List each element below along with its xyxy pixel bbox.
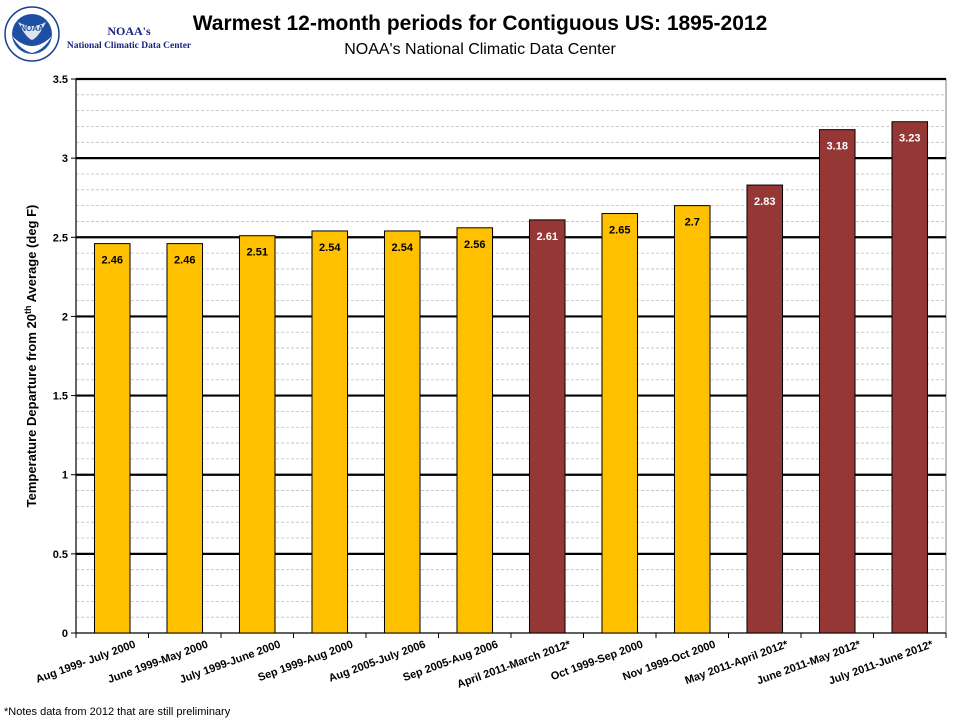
logo-title: NOAA's <box>107 24 151 38</box>
data-label-1: 2.46 <box>102 255 123 267</box>
footnote: *Notes data from 2012 that are still pre… <box>4 706 231 718</box>
y-axis-label-part: Average (deg F) <box>24 205 39 306</box>
bar-9 <box>673 205 711 634</box>
data-label-7: 2.61 <box>537 231 558 243</box>
y-tick-label: 0.5 <box>53 549 68 561</box>
bar-10 <box>746 184 784 634</box>
y-tick-label: 3 <box>62 153 68 165</box>
bar-7 <box>528 219 566 634</box>
y-tick-label: 1 <box>62 470 68 482</box>
bar-2 <box>166 243 204 634</box>
bar-1 <box>93 243 131 634</box>
logo-subtitle: National Climatic Data Center <box>66 41 192 51</box>
noaa-badge-text: NOAA <box>20 24 44 33</box>
data-label-2: 2.46 <box>174 255 195 267</box>
bar-11 <box>818 129 856 634</box>
y-tick-label: 1.5 <box>53 391 68 403</box>
chart-title: Warmest 12-month periods for Contiguous … <box>192 12 768 35</box>
axes <box>71 78 947 638</box>
y-tick-label: 2 <box>62 311 68 323</box>
data-labels: 2.46 2.46 2.51 2.54 2.54 2.56 2.61 2.65 2.7 2.83 3… <box>102 133 921 267</box>
data-label-6: 2.56 <box>464 239 485 251</box>
data-label-11: 3.18 <box>827 141 848 153</box>
chart-subtitle: NOAA's National Climatic Data Center <box>344 41 616 58</box>
y-tick-label: 3.5 <box>53 74 68 86</box>
data-label-8: 2.65 <box>609 225 630 237</box>
y-tick-label: 2.5 <box>53 232 68 244</box>
bar-12 <box>891 121 929 634</box>
data-label-10: 2.83 <box>754 196 775 208</box>
y-axis-label-superscript: th <box>23 306 33 315</box>
data-label-12: 3.23 <box>899 133 920 145</box>
bar-8 <box>601 213 639 634</box>
y-axis-label-part: Temperature Departure from 20 <box>24 314 39 507</box>
grid-lines <box>75 77 947 634</box>
data-label-9: 2.7 <box>685 217 700 229</box>
logo-text: NOAA's National Climatic Data Center <box>64 24 194 51</box>
bar-3 <box>238 235 276 634</box>
data-label-5: 2.54 <box>392 242 414 254</box>
plot-area <box>75 78 947 634</box>
y-axis-label: Temperature Departure from 20th Average … <box>23 205 39 508</box>
data-label-4: 2.54 <box>319 242 341 254</box>
bar-5 <box>383 230 421 634</box>
bars <box>93 121 929 634</box>
noaa-logo-icon: NOAA <box>4 6 60 62</box>
y-tick-label: 0 <box>62 628 68 640</box>
data-label-3: 2.51 <box>247 247 268 259</box>
bar-4 <box>311 230 349 634</box>
bar-6 <box>456 227 494 634</box>
